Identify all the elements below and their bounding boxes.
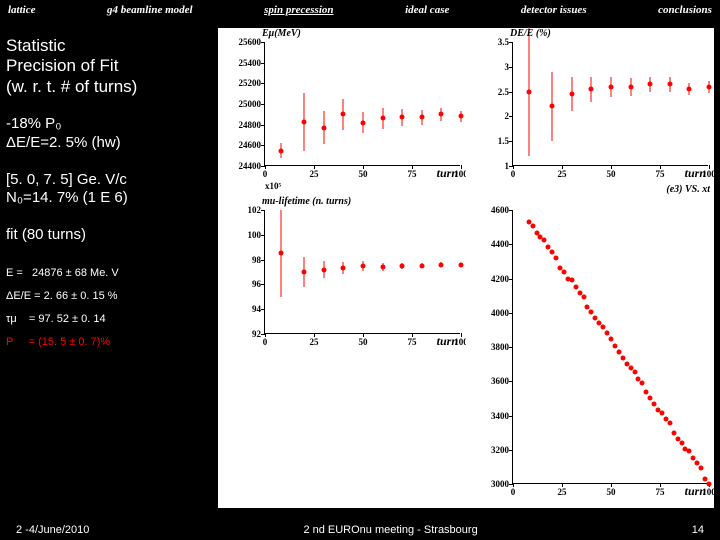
- nav-item[interactable]: lattice: [8, 4, 36, 16]
- result-row: P = (15. 5 ± 0. 7)%: [6, 332, 206, 353]
- nav-item[interactable]: conclusions: [658, 4, 712, 16]
- left-column: Statistic Precision of Fit (w. r. t. # o…: [6, 36, 206, 354]
- energy-chart: turnx10⁵24400246002480025000252002540025…: [218, 28, 466, 186]
- footer-meeting: 2 nd EUROnu meeting - Strasbourg: [303, 524, 477, 536]
- param-line: ΔE/E=2. 5% (hw): [6, 134, 206, 153]
- result-value: = 97. 52 ± 0. 14: [29, 313, 106, 325]
- result-label: E =: [6, 267, 23, 279]
- nav-bar: lattice g4 beamline model spin precessio…: [0, 0, 720, 20]
- result-value: = (15. 5 ± 0. 7)%: [29, 336, 111, 348]
- result-value: = 2. 66 ± 0. 15 %: [34, 290, 117, 302]
- result-value: 24876 ± 68 Me. V: [32, 267, 119, 279]
- title-line: Statistic: [6, 36, 206, 56]
- fit-results: E = 24876 ± 68 Me. V ΔE/E = 2. 66 ± 0. 1…: [6, 263, 206, 353]
- param-block-1: -18% P₀ ΔE/E=2. 5% (hw): [6, 115, 206, 153]
- footer: 2 -4/June/2010 2 nd EUROnu meeting - Str…: [0, 524, 720, 536]
- param-block-2: [5. 0, 7. 5] Ge. V/c N₀=14. 7% (1 E 6): [6, 171, 206, 209]
- result-row: E = 24876 ± 68 Me. V: [6, 263, 206, 284]
- param-line: N₀=14. 7% (1 E 6): [6, 189, 206, 208]
- title-block: Statistic Precision of Fit (w. r. t. # o…: [6, 36, 206, 97]
- result-row: τμ = 97. 52 ± 0. 14: [6, 309, 206, 330]
- nav-item-active[interactable]: spin precession: [264, 4, 333, 16]
- footer-date: 2 -4/June/2010: [16, 524, 89, 536]
- fit-label: fit (80 turns): [6, 226, 206, 245]
- title-line: Precision of Fit: [6, 56, 206, 76]
- plots-region: turnx10⁵24400246002480025000252002540025…: [218, 28, 714, 508]
- result-label: P: [6, 336, 13, 348]
- footer-page: 14: [692, 524, 704, 536]
- param-line: -18% P₀: [6, 115, 206, 134]
- dee-chart: turn11.522.533.50255075100DE/E (%): [466, 28, 714, 186]
- param-line: [5. 0, 7. 5] Ge. V/c: [6, 171, 206, 190]
- result-label: τμ: [6, 313, 17, 325]
- title-line: (w. r. t. # of turns): [6, 77, 206, 97]
- vs-chart: turn300032003400360038004000420044004600…: [466, 196, 714, 504]
- nav-item[interactable]: detector issues: [521, 4, 587, 16]
- nav-item[interactable]: g4 beamline model: [107, 4, 193, 16]
- fit-block: fit (80 turns): [6, 226, 206, 245]
- result-label: ΔE/E: [6, 290, 31, 302]
- nav-item[interactable]: ideal case: [405, 4, 449, 16]
- result-row: ΔE/E = 2. 66 ± 0. 15 %: [6, 286, 206, 307]
- lifetime-chart: turn929496981001020255075100mu-lifetime …: [218, 196, 466, 354]
